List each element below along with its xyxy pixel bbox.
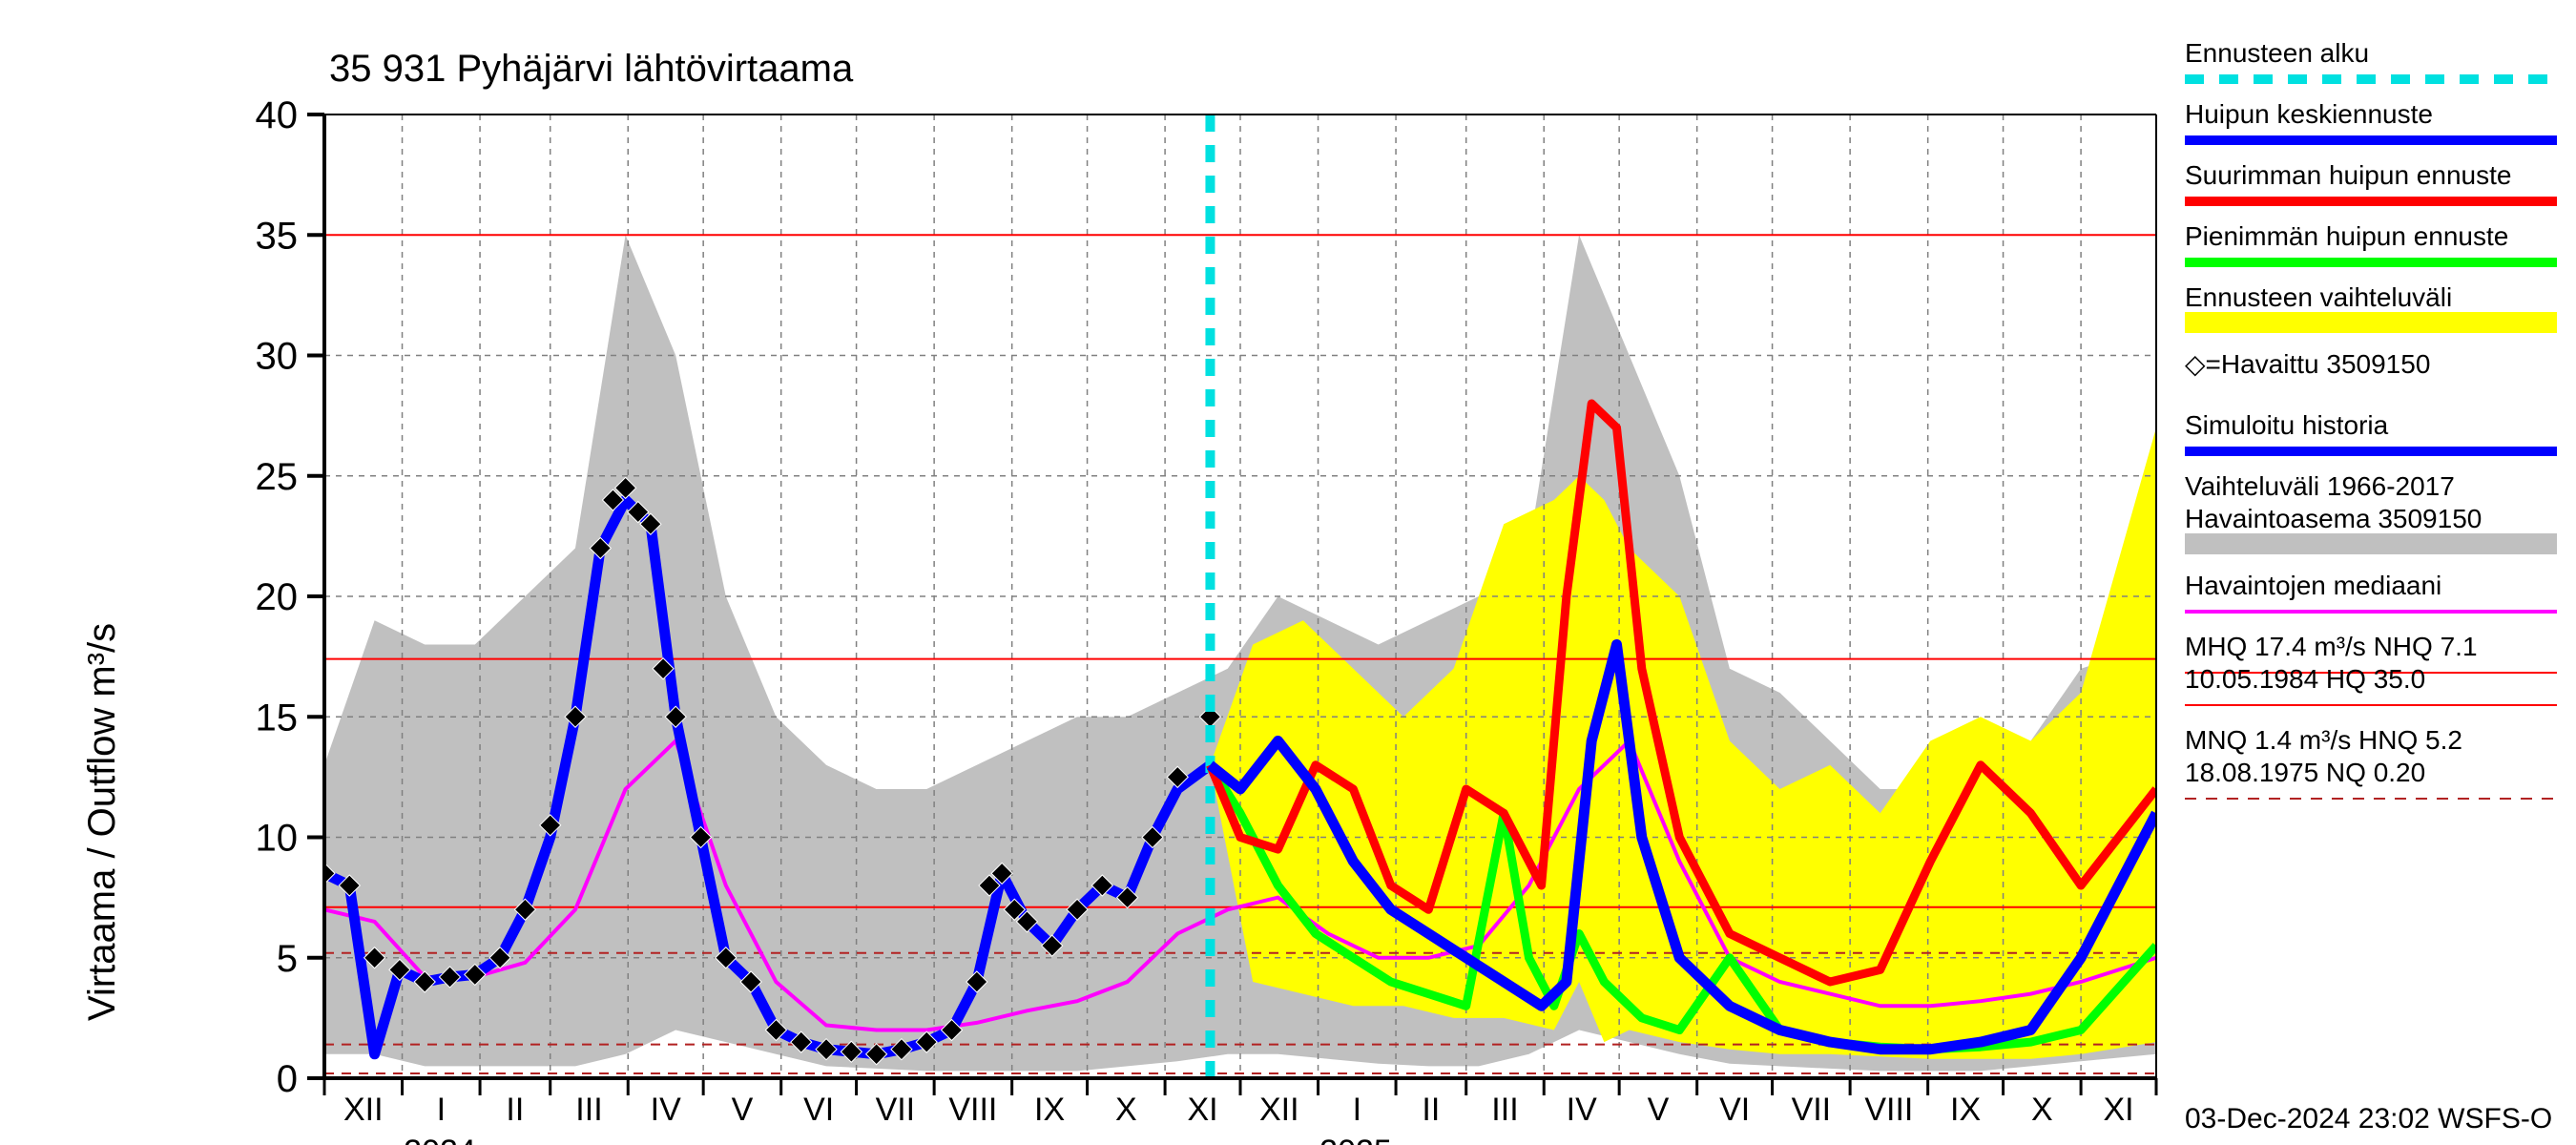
y-tick-label: 5	[277, 938, 298, 980]
x-tick-label: IX	[1950, 1092, 1981, 1128]
legend-label: Simuloitu historia	[2185, 410, 2389, 440]
legend-swatch	[2185, 312, 2557, 333]
legend-label: Huipun keskiennuste	[2185, 99, 2433, 129]
x-tick-label: III	[575, 1092, 602, 1128]
y-axis-label: Virtaama / Outflow m³/s	[81, 623, 123, 1021]
legend-label: Havaintojen mediaani	[2185, 571, 2441, 600]
y-tick-label: 10	[256, 818, 299, 860]
legend-label: MHQ 17.4 m³/s NHQ 7.1	[2185, 632, 2478, 661]
x-tick-label: II	[1422, 1092, 1440, 1128]
x-tick-label: I	[1353, 1092, 1361, 1128]
x-tick-label: X	[2031, 1092, 2053, 1128]
legend-label: Havaintoasema 3509150	[2185, 504, 2482, 533]
y-tick-label: 35	[256, 215, 299, 257]
x-tick-label: V	[1648, 1092, 1670, 1128]
legend-label: ◇=Havaittu 3509150	[2185, 349, 2430, 379]
legend-label: Suurimman huipun ennuste	[2185, 160, 2511, 190]
x-tick-label: VIII	[1864, 1092, 1913, 1128]
y-tick-label: 25	[256, 456, 299, 498]
x-tick-label: XII	[343, 1092, 384, 1128]
y-tick-label: 15	[256, 697, 299, 739]
x-tick-label: IX	[1034, 1092, 1065, 1128]
y-tick-label: 30	[256, 336, 299, 378]
x-tick-label: VII	[876, 1092, 916, 1128]
outflow-chart: 0510152025303540XIIIIIIIIIVVVIVIIVIIIIXX…	[0, 0, 2576, 1145]
legend-label: MNQ 1.4 m³/s HNQ 5.2	[2185, 725, 2462, 755]
x-tick-label: II	[506, 1092, 524, 1128]
legend-label: Ennusteen alku	[2185, 38, 2369, 68]
legend-label: 10.05.1984 HQ 35.0	[2185, 664, 2425, 694]
chart-footer: 03-Dec-2024 23:02 WSFS-O	[2185, 1103, 2552, 1135]
legend-label: Ennusteen vaihteluväli	[2185, 282, 2452, 312]
x-tick-label: III	[1491, 1092, 1518, 1128]
x-tick-label: I	[437, 1092, 446, 1128]
legend-label: Vaihteluväli 1966-2017	[2185, 471, 2455, 501]
x-tick-label: IV	[651, 1092, 681, 1128]
year-label: 2024	[404, 1134, 476, 1145]
legend-swatch	[2185, 533, 2557, 554]
x-tick-label: XII	[1259, 1092, 1299, 1128]
year-label: 2025	[1319, 1134, 1392, 1145]
x-tick-label: VI	[803, 1092, 834, 1128]
y-tick-label: 0	[277, 1058, 298, 1100]
chart-title: 35 931 Pyhäjärvi lähtövirtaama	[329, 48, 854, 90]
x-tick-label: VI	[1719, 1092, 1750, 1128]
chart-svg: 0510152025303540XIIIIIIIIIVVVIVIIVIIIIXX…	[0, 0, 2576, 1145]
legend-label: Pienimmän huipun ennuste	[2185, 221, 2508, 251]
y-tick-label: 40	[256, 94, 299, 136]
x-tick-label: VII	[1792, 1092, 1832, 1128]
y-tick-label: 20	[256, 576, 299, 618]
x-tick-label: X	[1115, 1092, 1137, 1128]
x-tick-label: V	[732, 1092, 754, 1128]
x-tick-label: XI	[1187, 1092, 1217, 1128]
x-tick-label: IV	[1567, 1092, 1597, 1128]
x-tick-label: XI	[2103, 1092, 2133, 1128]
x-tick-label: VIII	[948, 1092, 997, 1128]
legend-label: 18.08.1975 NQ 0.20	[2185, 758, 2425, 787]
